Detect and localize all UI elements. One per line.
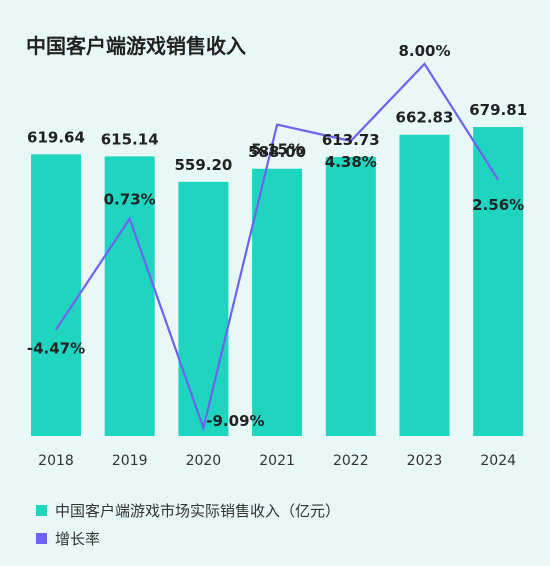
bar-2020: [178, 181, 229, 436]
bar-2021: [252, 168, 303, 436]
x-tick-label: 2022: [333, 453, 369, 469]
x-tick-label: 2024: [480, 453, 516, 469]
growth-line: [55, 62, 500, 432]
legend-item-line: 增长率: [36, 528, 100, 549]
x-tick-label: 2019: [112, 453, 148, 469]
growth-value-label: 4.38%: [325, 153, 377, 171]
bar-value-label: 588.00: [248, 143, 306, 161]
bar-2024: [473, 127, 524, 436]
growth-value-label: -9.09%: [206, 412, 264, 430]
growth-value-label: 5.15%: [251, 141, 303, 159]
bar-2018: [31, 154, 81, 436]
bar-2022: [325, 157, 376, 437]
bar-value-label: 679.81: [469, 101, 527, 119]
x-tick-label: 2021: [259, 453, 295, 469]
growth-value-label: 0.73%: [104, 191, 156, 209]
legend-swatch-line: [36, 533, 47, 544]
chart-title: 中国客户端游戏销售收入: [26, 34, 246, 58]
legend-label-bar: 中国客户端游戏市场实际销售收入（亿元）: [55, 502, 341, 520]
growth-value-label: 8.00%: [398, 42, 450, 60]
bar-2019: [104, 156, 155, 436]
x-tick-label: 2023: [407, 453, 443, 469]
x-tick-label: 2020: [186, 453, 222, 469]
bar-2023: [399, 134, 450, 436]
bar-value-label: 615.14: [101, 130, 159, 148]
bar-value-label: 559.20: [174, 156, 232, 174]
legend-swatch-bar: [36, 505, 47, 516]
growth-value-label: -4.47%: [27, 340, 85, 358]
growth-value-label: 2.56%: [472, 196, 524, 214]
bar-value-label: 613.73: [322, 131, 380, 149]
x-tick-label: 2018: [38, 453, 74, 469]
bar-value-label: 619.64: [27, 128, 85, 146]
legend-label-line: 增长率: [55, 530, 101, 548]
legend-item-bar: 中国客户端游戏市场实际销售收入（亿元）: [36, 500, 340, 521]
bar-value-label: 662.83: [396, 109, 454, 127]
